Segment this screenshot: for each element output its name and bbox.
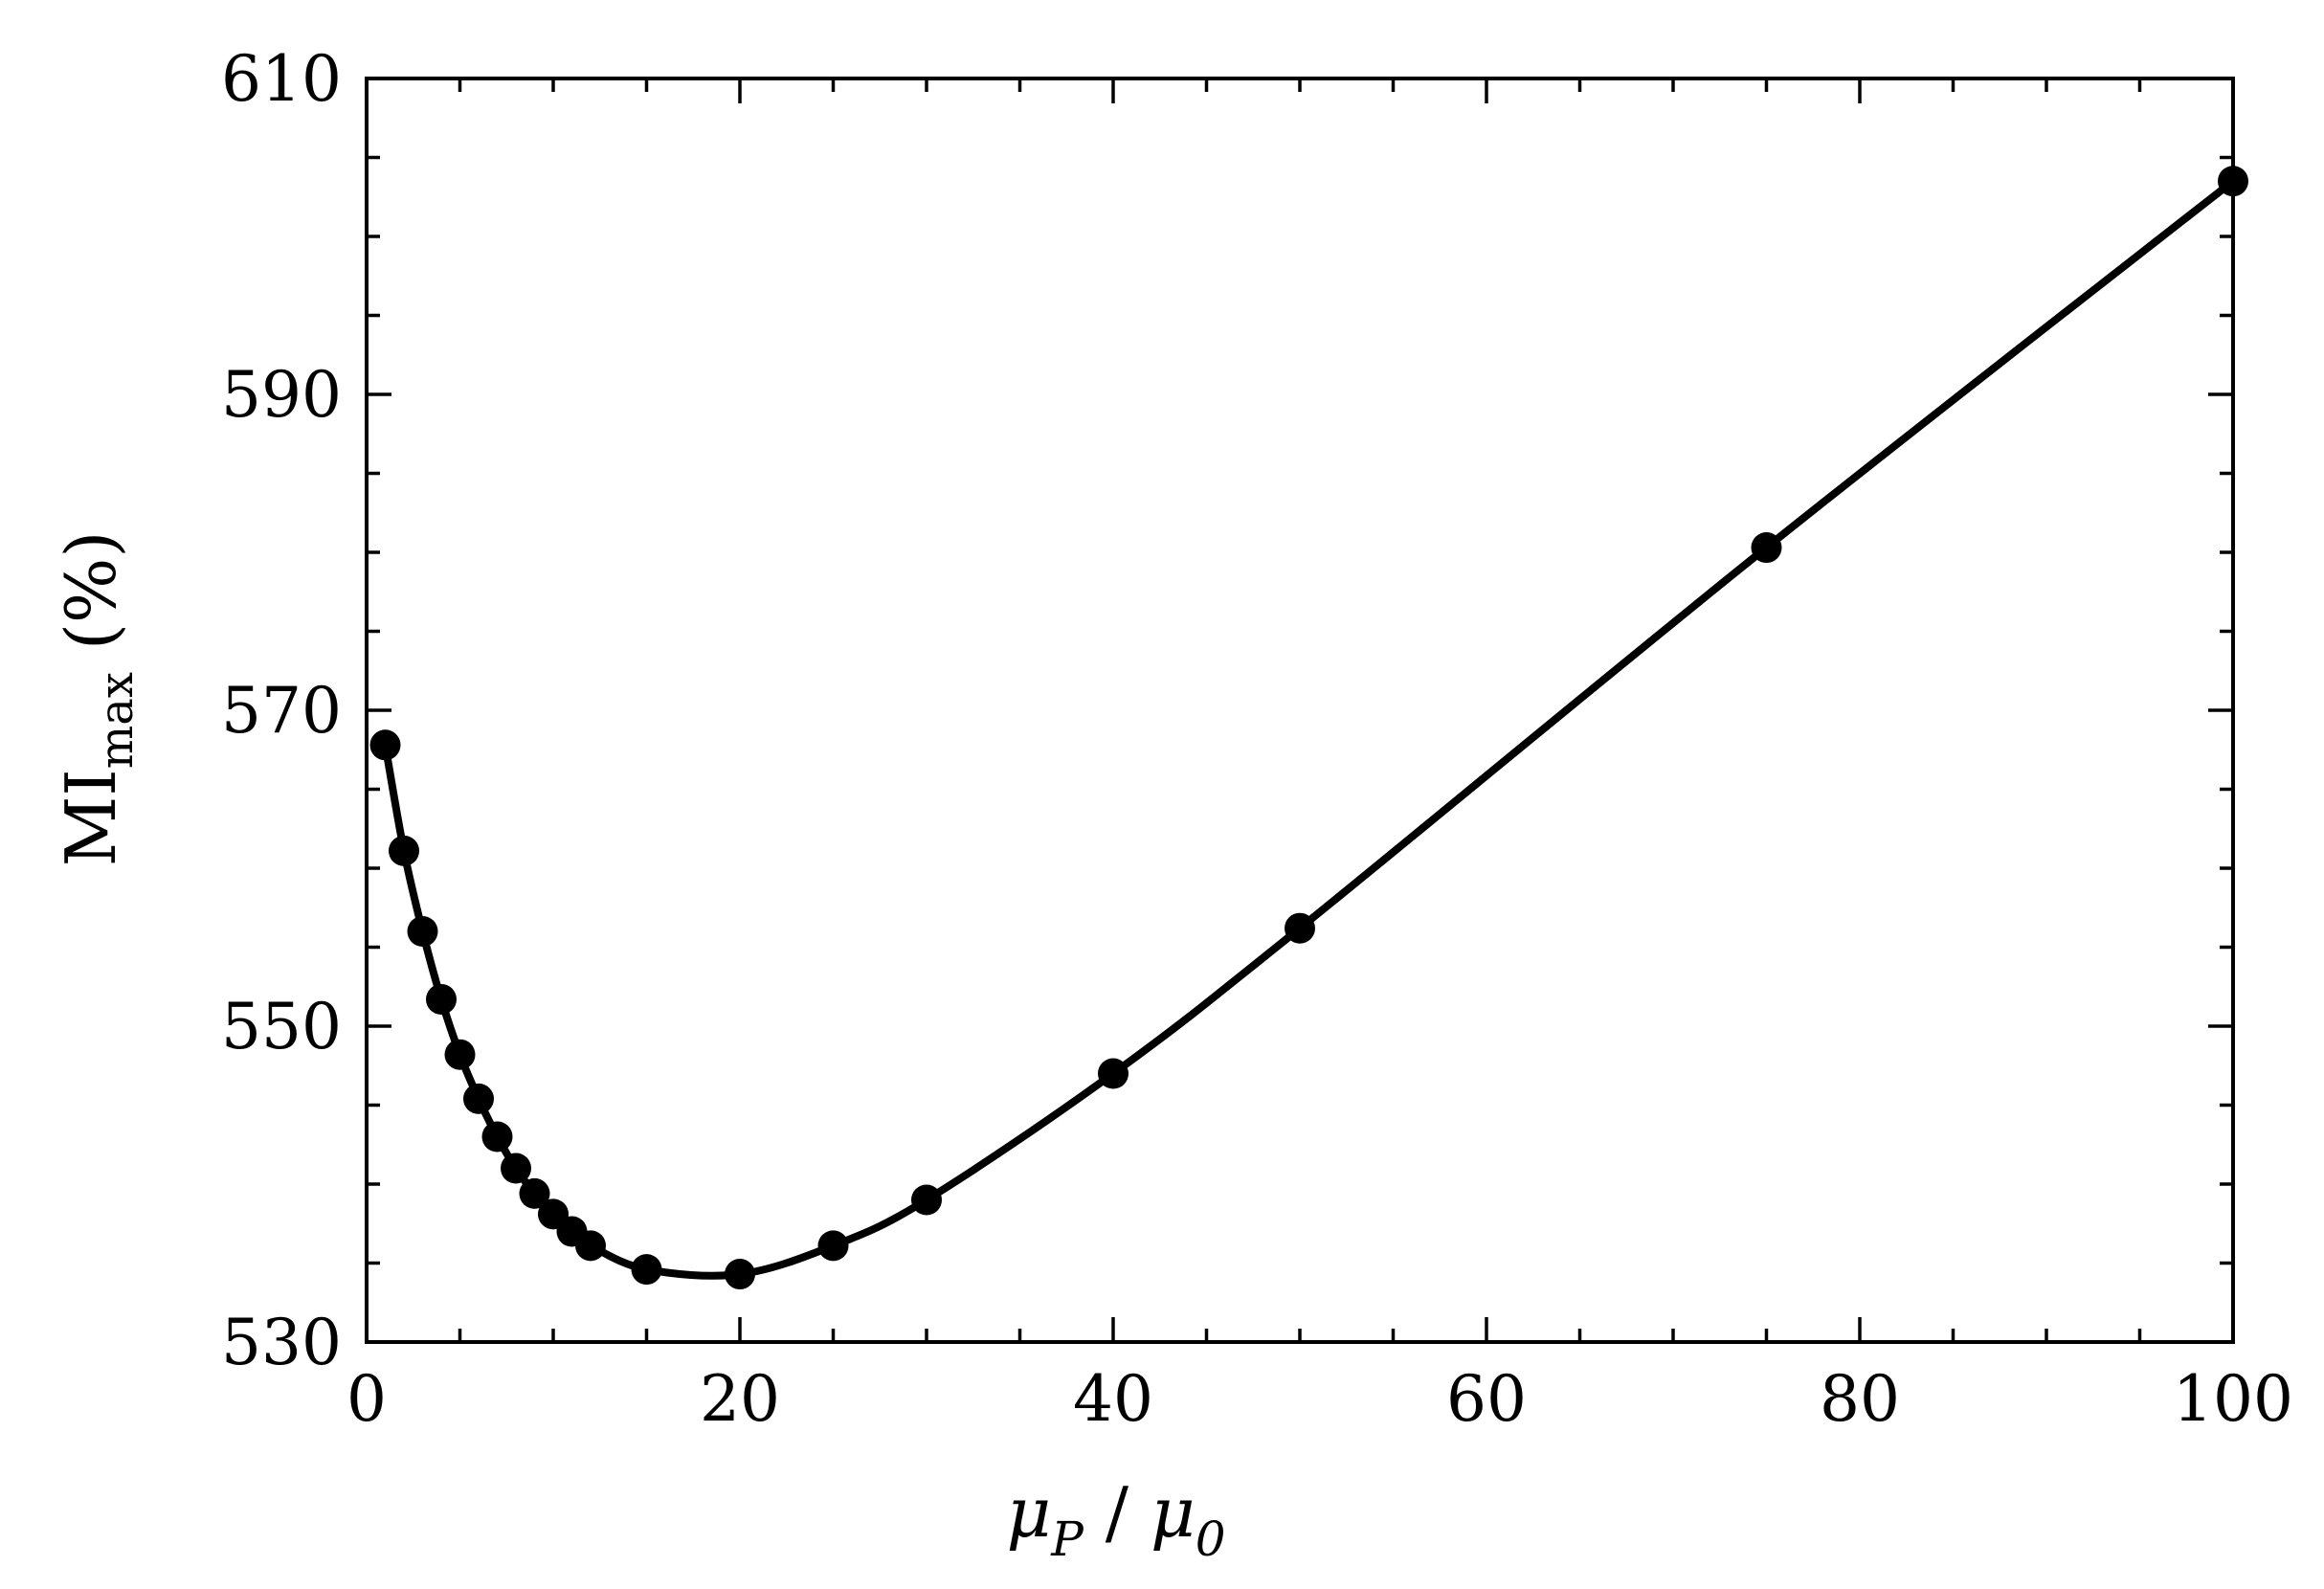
x-tick-label: 80 [1820, 1362, 1900, 1436]
data-point [463, 1083, 494, 1114]
y-axis-label-main: MI [51, 769, 131, 866]
data-point [1751, 532, 1782, 564]
y-tick-label: 590 [221, 358, 342, 432]
data-point [817, 1230, 849, 1262]
y-axis-label-suffix: (%) [51, 531, 131, 672]
data-point [426, 983, 457, 1015]
data-point [725, 1259, 755, 1290]
x-tick-label: 20 [700, 1362, 780, 1436]
data-point [1098, 1058, 1128, 1089]
x-axis-label-main: μ [1006, 1472, 1051, 1553]
y-axis-label: MImax (%) [51, 531, 144, 867]
y-axis-label-sub: max [90, 672, 144, 769]
plot-frame [365, 77, 2235, 1344]
data-point [631, 1254, 662, 1286]
data-point [444, 1039, 476, 1070]
x-axis-label-separator: / [1084, 1472, 1151, 1553]
x-tick-label: 40 [1073, 1362, 1153, 1436]
minor-ticks [367, 78, 2233, 1342]
data-point [519, 1177, 550, 1209]
data-point [575, 1230, 606, 1262]
data-point [407, 916, 438, 947]
data-point [389, 835, 419, 866]
x-tick-label: 0 [346, 1362, 387, 1436]
x-tick-labels: 0 20 40 60 80 100 [346, 1362, 2293, 1436]
data-point [911, 1184, 942, 1216]
data-point [481, 1121, 513, 1153]
x-axis-label-sub2: 0 [1196, 1511, 1226, 1567]
y-tick-label: 570 [221, 674, 342, 748]
data-point [501, 1153, 531, 1184]
series-layer [369, 166, 2248, 1290]
y-tick-label: 610 [221, 42, 342, 116]
y-tick-label: 550 [221, 990, 342, 1063]
x-tick-label: 100 [2173, 1362, 2293, 1436]
y-tick-labels: 530 550 570 590 610 [221, 42, 342, 1379]
y-tick-label: 530 [221, 1306, 342, 1379]
x-axis-label: μP / μ0 [1006, 1472, 1225, 1567]
data-point [1285, 912, 1315, 944]
x-axis-label-sub: P [1050, 1511, 1084, 1567]
x-axis-label-main2: μ [1151, 1472, 1196, 1553]
x-tick-label: 60 [1446, 1362, 1527, 1436]
data-point [369, 729, 401, 761]
